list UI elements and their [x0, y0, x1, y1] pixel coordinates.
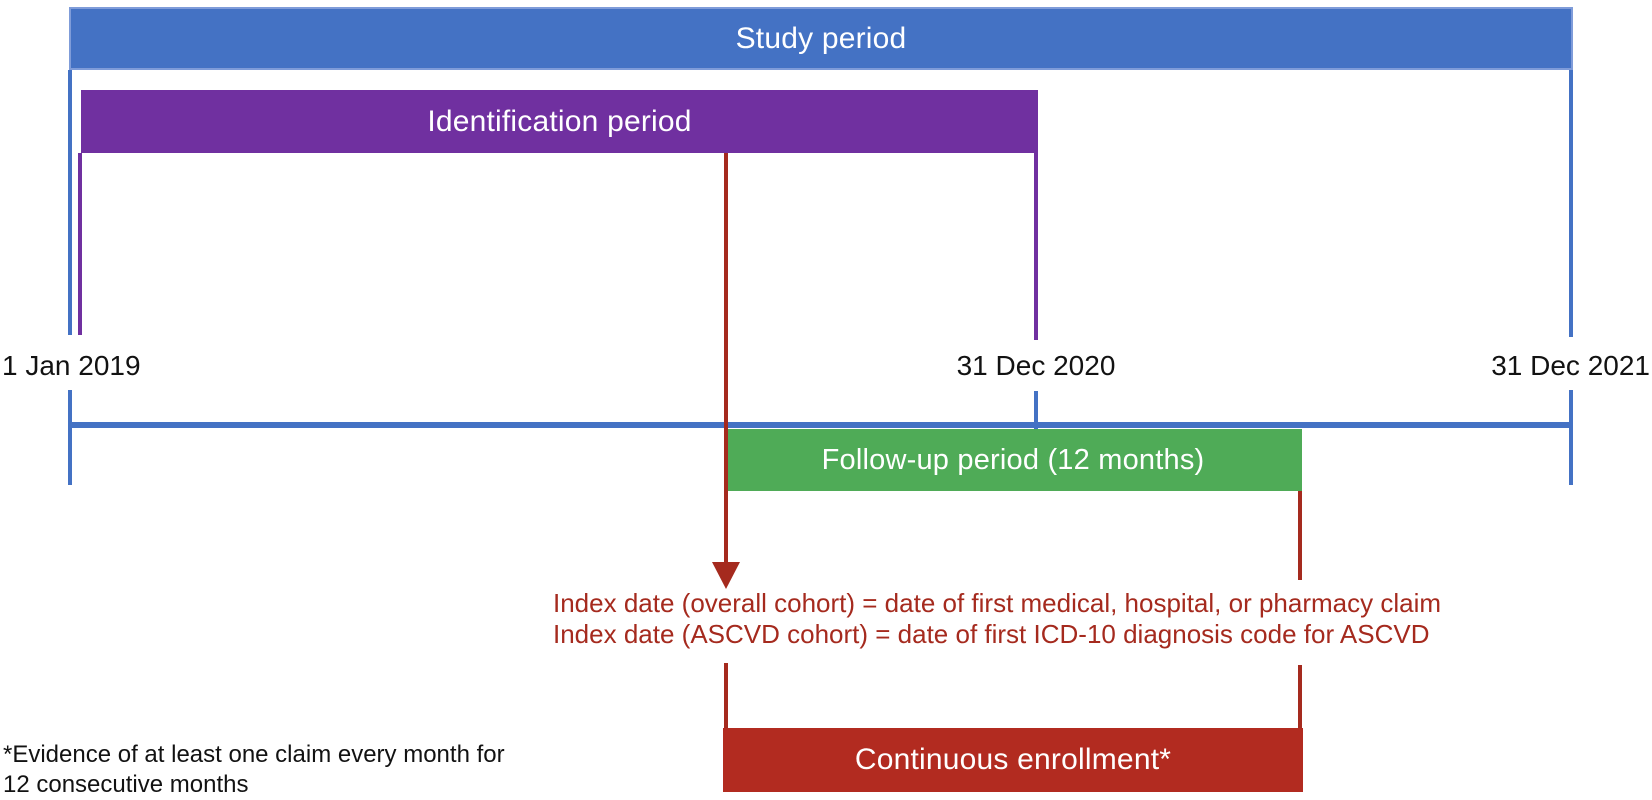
date-label-end: 31 Dec 2021 [1491, 350, 1650, 381]
followup-period-label: Follow-up period (12 months) [821, 443, 1205, 476]
timeline-tick-end [1569, 390, 1573, 485]
identification-period-bar: Identification period [81, 90, 1038, 153]
identification-right-connector [1034, 153, 1038, 340]
index-date-overall-cohort-text: Index date (overall cohort) = date of fi… [553, 588, 1442, 618]
study-period-label: Study period [735, 21, 907, 55]
study-period-bar: Study period [69, 7, 1573, 70]
date-label-mid: 31 Dec 2020 [956, 350, 1116, 381]
continuous-enrollment-label: Continuous enrollment* [854, 743, 1172, 776]
followup-right-connector [1298, 491, 1302, 580]
study-period-left-connector [68, 70, 72, 335]
study-period-right-connector [1569, 70, 1573, 337]
footnote: *Evidence of at least one claim every mo… [3, 740, 505, 800]
timeline-tick-start [68, 390, 72, 485]
identification-period-label: Identification period [427, 104, 692, 138]
enrollment-left-connector [724, 663, 728, 728]
footnote-line-1: *Evidence of at least one claim every mo… [3, 741, 505, 768]
timeline-tick-mid [1034, 391, 1038, 429]
enrollment-right-connector [1298, 665, 1302, 729]
index-date-ascvd-cohort-text: Index date (ASCVD cohort) = date of firs… [553, 619, 1430, 649]
index-date-arrowhead-icon [712, 562, 740, 589]
footnote-line-2: 12 consecutive months [3, 771, 249, 798]
continuous-enrollment-bar: Continuous enrollment* [723, 728, 1303, 792]
date-label-start: 1 Jan 2019 [2, 350, 141, 381]
index-date-arrow-shaft [724, 153, 728, 563]
followup-period-bar: Follow-up period (12 months) [724, 429, 1302, 491]
index-date-notes: Index date (overall cohort) = date of fi… [553, 588, 1441, 650]
timeline-axis [68, 422, 1573, 428]
identification-left-connector [78, 153, 82, 335]
